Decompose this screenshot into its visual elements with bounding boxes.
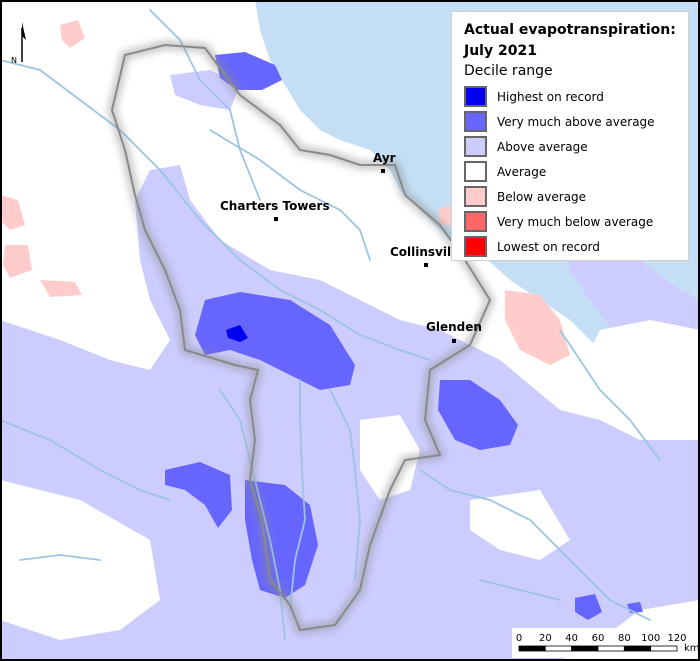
legend-item-above-average: Above average — [464, 134, 680, 159]
catchment-boundary — [110, 43, 492, 632]
town-label-collinsville: Collinsvil — [390, 245, 451, 259]
scale-bar-tick-label: 0 — [516, 633, 522, 644]
legend-item-highest-on-record: Highest on record — [464, 84, 680, 109]
scale-bar-tick-label: 60 — [592, 633, 605, 644]
legend-label-above-average: Above average — [497, 139, 588, 154]
below-average-region-6 — [438, 205, 452, 225]
scale-bar-segment — [623, 645, 652, 652]
town-label-ayr: Ayr — [373, 151, 396, 165]
average-region-mid — [360, 415, 420, 500]
rivers — [0, 9, 661, 641]
legend-swatch-average — [464, 161, 487, 182]
below-average-region-3 — [3, 245, 32, 278]
town-label-charters-towers: Charters Towers — [220, 199, 330, 213]
below-average-region-5 — [40, 280, 82, 297]
legend-items: Highest on record Very much above average… — [464, 84, 680, 259]
town-collinsville: Collinsvil — [390, 245, 451, 267]
north-arrow-label: N — [11, 56, 17, 65]
scale-bar-segment — [597, 645, 625, 652]
legend-label-below-average: Below average — [497, 189, 587, 204]
scale-bar-segment — [571, 645, 599, 652]
legend-swatch-below-average — [464, 186, 487, 207]
average-region-east — [580, 320, 700, 440]
very-much-above-region-west — [165, 462, 232, 528]
legend-label-average: Average — [497, 164, 547, 179]
very-much-above-region-se1 — [575, 594, 602, 620]
legend-swatch-above-average — [464, 136, 487, 157]
legend-item-very-much-below-average: Very much below average — [464, 209, 680, 234]
scale-bar: 0 20 40 60 80 100 120 km — [512, 628, 700, 658]
below-average-region-1 — [505, 290, 570, 365]
legend-swatch-very-much-below-average — [464, 211, 487, 232]
legend-label-very-much-below-average: Very much below average — [497, 214, 654, 229]
below-average-region-4 — [60, 20, 85, 48]
average-region-southeast — [470, 490, 570, 560]
legend-label-highest-on-record: Highest on record — [497, 89, 604, 104]
scale-bar-tick-label: 20 — [539, 633, 552, 644]
very-much-above-region-central — [195, 292, 355, 390]
scale-bar-tick-label: 100 — [641, 633, 660, 644]
very-much-above-region-east — [438, 380, 518, 450]
legend-label-lowest-on-record: Lowest on record — [497, 239, 600, 254]
legend-item-below-average: Below average — [464, 184, 680, 209]
legend-swatch-very-much-above-average — [464, 111, 487, 132]
town-ayr: Ayr — [373, 151, 396, 173]
scale-bar-segment — [518, 645, 546, 652]
highest-on-record-region — [226, 325, 248, 342]
scale-bar-ticks: 0 20 40 60 80 100 120 — [516, 633, 687, 644]
legend-item-very-much-above-average: Very much above average — [464, 109, 680, 134]
legend-swatch-highest-on-record — [464, 86, 487, 107]
legend-label-very-much-above-average: Very much above average — [497, 114, 655, 129]
scale-bar-background — [512, 628, 688, 658]
legend: Actual evapotranspiration: July 2021 Dec… — [451, 11, 689, 261]
north-arrow: N — [11, 22, 26, 65]
scale-bar-segments — [518, 645, 678, 652]
scale-bar-tick-label: 80 — [618, 633, 631, 644]
scale-bar-segment — [544, 645, 573, 652]
legend-subtitle: Decile range — [464, 63, 553, 79]
legend-item-lowest-on-record: Lowest on record — [464, 234, 680, 259]
below-average-region-2 — [0, 195, 25, 230]
legend-title-line2: July 2021 — [464, 43, 537, 59]
legend-item-average: Average — [464, 159, 680, 184]
town-label-glenden: Glenden — [426, 320, 482, 334]
north-arrow-head — [22, 22, 26, 40]
scale-bar-tick-label: 120 — [667, 633, 686, 644]
legend-title-line1: Actual evapotranspiration: — [464, 22, 676, 38]
town-glenden: Glenden — [426, 320, 482, 343]
scale-bar-unit: km — [684, 643, 700, 654]
above-average-region-north — [170, 70, 240, 110]
scale-bar-segment — [650, 645, 678, 652]
legend-swatch-lowest-on-record — [464, 236, 487, 257]
average-region-south — [0, 480, 160, 640]
scale-bar-tick-label: 40 — [565, 633, 578, 644]
town-charters-towers: Charters Towers — [220, 199, 330, 221]
